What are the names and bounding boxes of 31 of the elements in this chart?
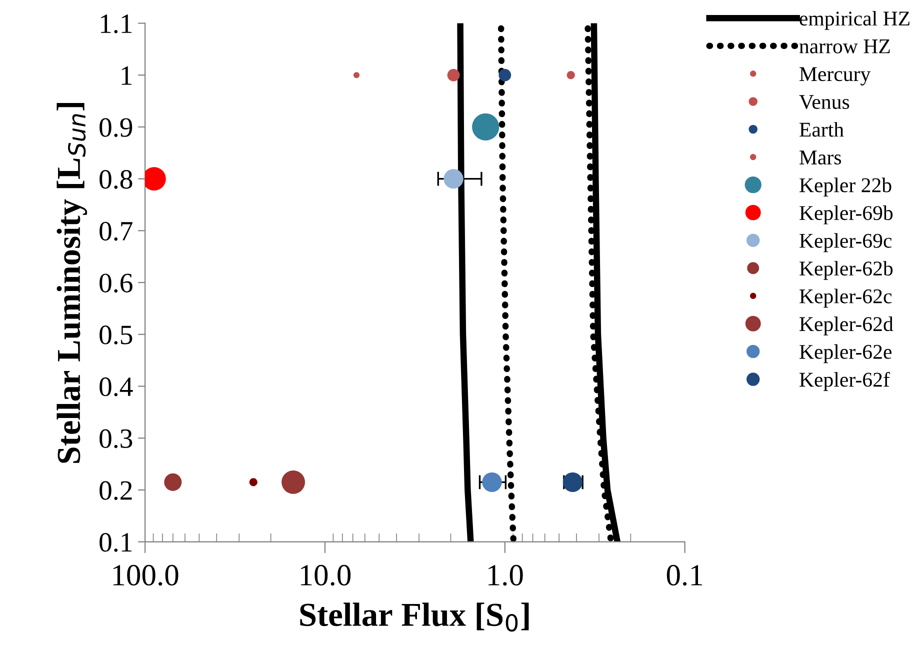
legend-label: Kepler-62c (800, 288, 892, 308)
x-tick-label: 100.0 (113, 564, 178, 586)
x-axis-title: Stellar Flux [S$_{0}$] (300, 602, 529, 632)
x-tick-label: 1.0 (488, 564, 523, 586)
legend-label: Kepler-62b (800, 260, 893, 280)
legend-label: Kepler-62f (800, 372, 890, 392)
legend-label: Kepler 22b (800, 178, 892, 197)
legend-label: Kepler-62d (800, 316, 894, 336)
legend-label: Kepler-69c (800, 233, 892, 252)
legend-label: Mercury (800, 67, 871, 86)
legend-label: Earth (800, 122, 844, 137)
legend-label: empirical HZ (800, 10, 910, 30)
y-tick-label: 1 (122, 66, 132, 85)
y-tick-label: 0.2 (100, 481, 132, 500)
legend-label: Venus (799, 95, 850, 110)
y-axis-title: Stellar Luminosity [L$_{Sun}$] (56, 103, 88, 463)
legend-label: Mars (800, 150, 841, 165)
y-tick-label: 0.7 (100, 222, 132, 241)
legend-label: narrow HZ (799, 40, 890, 54)
y-tick-label: 0.5 (100, 326, 132, 344)
y-tick-label: 0.1 (100, 532, 132, 552)
legend-label: Kepler-62e (800, 344, 892, 364)
x-tick-label: 0.1 (666, 564, 702, 586)
y-tick-label: 0.6 (100, 274, 132, 293)
y-tick-label: 0.8 (100, 170, 132, 189)
y-tick-label: 0.9 (100, 118, 132, 137)
x-tick-label: 10.0 (300, 564, 351, 586)
legend-label: Kepler-69b (800, 205, 893, 224)
y-tick-label: 0.4 (100, 377, 133, 396)
y-tick-label: 0.3 (100, 429, 132, 448)
y-tick-label: 1.1 (100, 14, 132, 34)
